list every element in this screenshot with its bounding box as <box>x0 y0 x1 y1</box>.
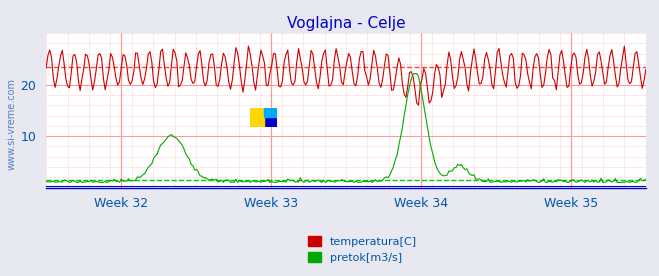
Bar <box>264 108 277 127</box>
Title: Voglajna - Celje: Voglajna - Celje <box>287 15 405 31</box>
Bar <box>264 108 277 117</box>
Bar <box>250 108 264 127</box>
Bar <box>250 108 264 117</box>
Bar <box>250 117 264 127</box>
Text: www.si-vreme.com: www.si-vreme.com <box>7 78 17 170</box>
Bar <box>264 117 277 127</box>
Bar <box>250 108 264 117</box>
Legend: temperatura[C], pretok[m3/s]: temperatura[C], pretok[m3/s] <box>303 232 422 268</box>
